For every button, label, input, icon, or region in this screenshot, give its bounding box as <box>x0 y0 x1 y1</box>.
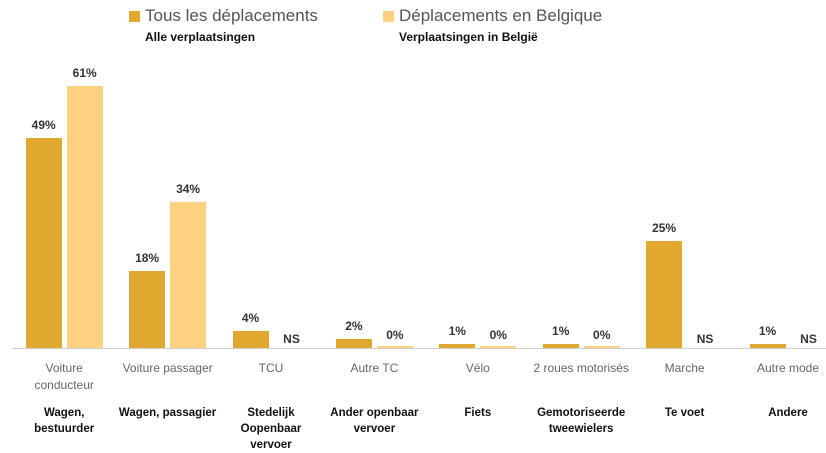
x-tick-label-nl: Gemotoriseerde tweewielers <box>531 405 631 437</box>
value-label: NS <box>685 332 725 346</box>
x-tick-label: TCU <box>223 360 319 377</box>
x-tick-label-nl: Stedelijk Oopenbaar vervoer <box>221 405 321 453</box>
bar <box>646 241 682 348</box>
x-tick-label: Marche <box>637 360 733 377</box>
bar <box>439 344 475 348</box>
value-label: 0% <box>478 328 518 342</box>
x-tick-label: 2 roues motorisés <box>533 360 629 377</box>
bar <box>67 86 103 348</box>
x-tick-label-nl: Andere <box>738 405 826 421</box>
bar <box>170 202 206 348</box>
value-label: 18% <box>127 251 167 265</box>
value-label: NS <box>272 332 312 346</box>
value-label: 25% <box>644 221 684 235</box>
x-tick-label-nl: Wagen, bestuurder <box>14 405 114 437</box>
x-tick-label: Autre mode <box>740 360 826 377</box>
legend-label: Déplacements en Belgique <box>399 6 602 26</box>
value-label: 1% <box>541 324 581 338</box>
x-tick-label-nl: Wagen, passagier <box>118 405 218 421</box>
bar <box>584 346 620 348</box>
value-label: 1% <box>437 324 477 338</box>
baseline <box>12 348 826 349</box>
value-label: 34% <box>168 182 208 196</box>
bar <box>377 346 413 348</box>
value-label: 2% <box>334 319 374 333</box>
x-tick-label-nl: Ander openbaar vervoer <box>324 405 424 437</box>
x-tick-label-nl: Fiets <box>428 405 528 421</box>
legend-swatch <box>383 11 394 22</box>
value-label: 49% <box>24 118 64 132</box>
legend-label-nl: Verplaatsingen in België <box>399 30 538 44</box>
legend-label-nl: Alle verplaatsingen <box>145 30 255 44</box>
value-label: 4% <box>231 311 271 325</box>
value-label: 0% <box>582 328 622 342</box>
bar <box>26 138 62 348</box>
x-tick-label: Vélo <box>430 360 526 377</box>
bar <box>750 344 786 348</box>
bar <box>480 346 516 348</box>
value-label: 61% <box>65 66 105 80</box>
value-label: NS <box>789 332 826 346</box>
x-tick-label: Voiture conducteur <box>16 360 112 394</box>
x-tick-label: Autre TC <box>326 360 422 377</box>
x-tick-label-nl: Te voet <box>635 405 735 421</box>
legend-swatch <box>129 11 140 22</box>
bar <box>543 344 579 348</box>
legend-label: Tous les déplacements <box>145 6 318 26</box>
value-label: 1% <box>748 324 788 338</box>
bar <box>233 331 269 348</box>
bar <box>336 339 372 348</box>
bar <box>129 271 165 348</box>
value-label: 0% <box>375 328 415 342</box>
x-tick-label: Voiture passager <box>120 360 216 377</box>
